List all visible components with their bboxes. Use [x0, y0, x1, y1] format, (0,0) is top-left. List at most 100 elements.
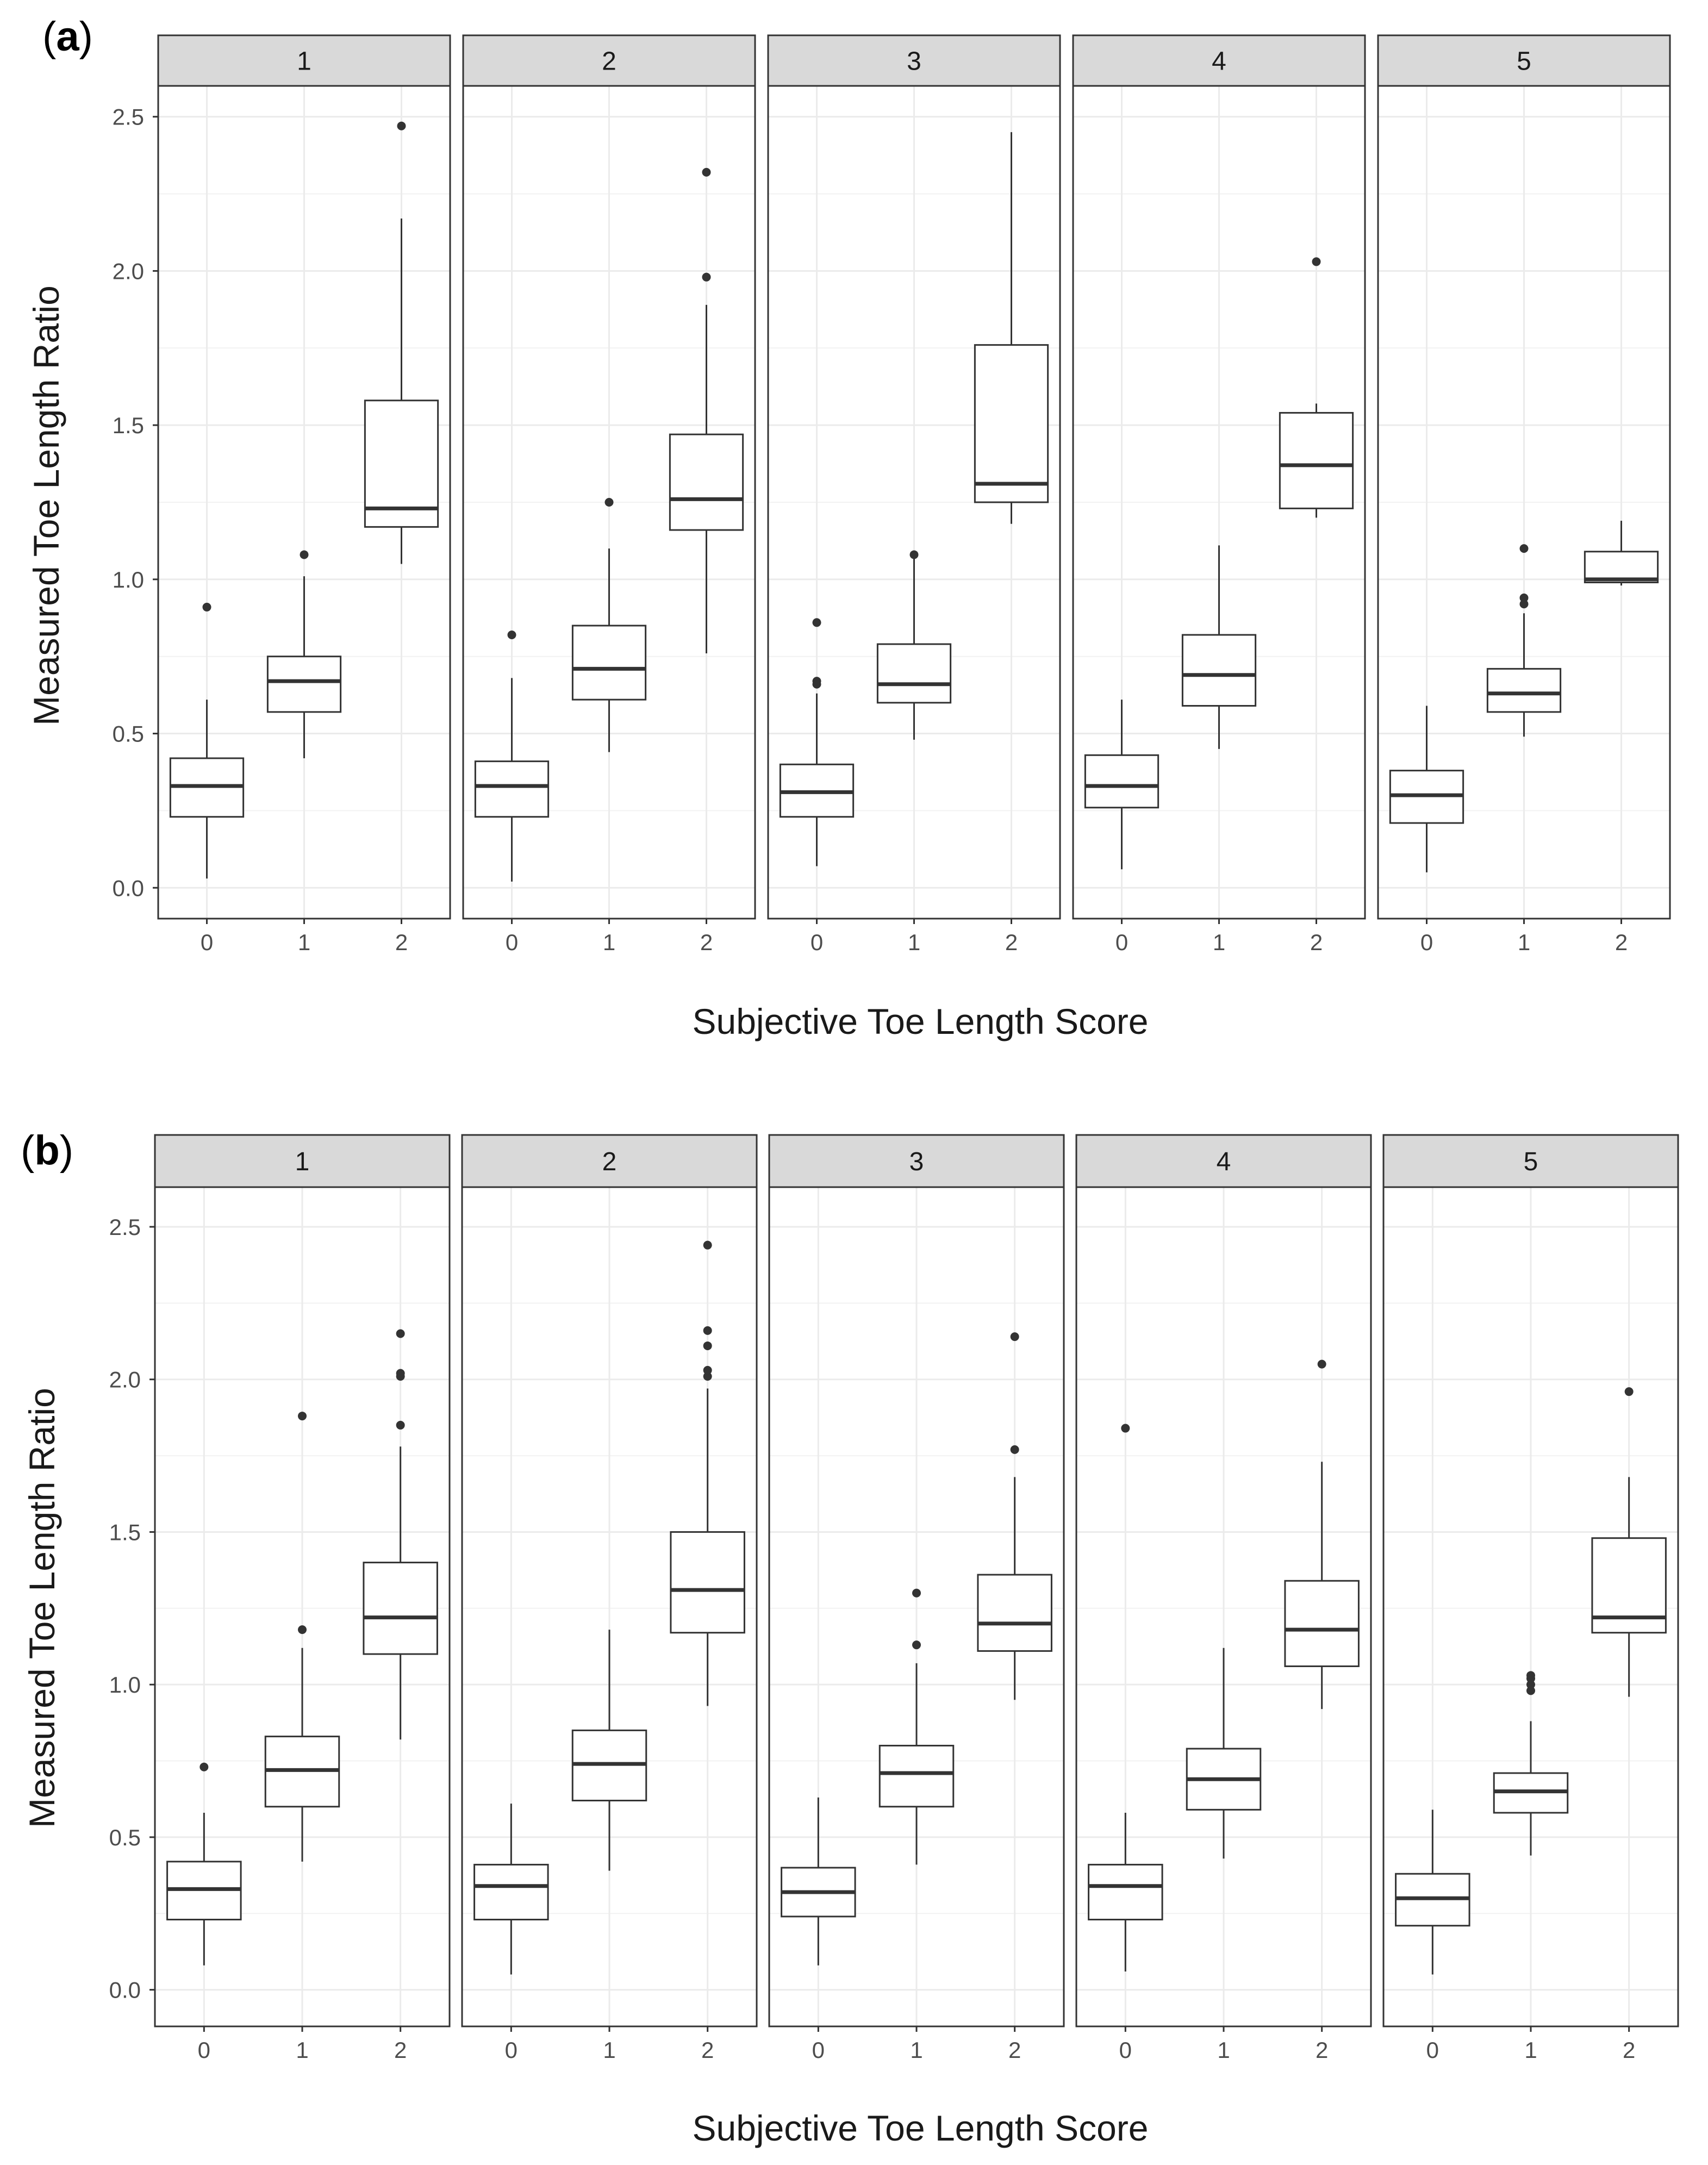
x-tick-label: 0	[812, 2037, 825, 2063]
box-1	[266, 550, 342, 758]
x-tick-label: 0	[198, 2037, 210, 2063]
y-tick-label: 1.5	[109, 1519, 141, 1545]
x-tick-label: 2	[1310, 929, 1323, 955]
x-tick-label: 2	[700, 929, 713, 955]
facet-strip-label: 4	[1212, 47, 1226, 76]
x-tick-label: 1	[910, 2037, 922, 2063]
box-iqr	[266, 656, 342, 713]
facet-panels-b: 10 1 220 1 230 1 240 1 250 1 20.00.51.01.52.02.5	[109, 1134, 1679, 2063]
box-2	[1591, 1387, 1667, 1697]
box-0	[474, 630, 550, 882]
x-tick-label: 2	[1623, 2037, 1635, 2063]
outlier-point	[703, 1341, 712, 1350]
box-iqr	[363, 1562, 438, 1655]
box-2	[363, 1329, 438, 1740]
facet-panel-2: 20 1 2	[462, 34, 756, 955]
facet-panel-5: 5 0 1 2	[1382, 1134, 1679, 2063]
box-2	[1279, 257, 1354, 518]
facet-strip	[154, 1134, 451, 1188]
outlier-point	[298, 1625, 307, 1634]
y-tick-label: 2.5	[113, 104, 144, 130]
box-0	[166, 1762, 242, 1966]
y-axis-title-a: Measured Toe Length Ratio	[26, 285, 66, 726]
box-iqr	[977, 1574, 1052, 1652]
box-0	[1395, 1810, 1470, 1975]
panel-label-a: (a)	[42, 14, 93, 60]
facet-strip	[157, 34, 451, 87]
facet-strip-label: 1	[297, 47, 311, 76]
outlier-point	[1010, 1445, 1019, 1454]
box-iqr	[974, 344, 1049, 503]
box-0	[1389, 706, 1464, 872]
box-2	[364, 121, 439, 564]
figure-a: (a) Measured Toe Length Ratio Subjective…	[26, 14, 1671, 1041]
box-iqr	[878, 1744, 955, 1808]
facet-panel-3: 3 0 1 2	[767, 34, 1061, 955]
facet-strip	[461, 1134, 758, 1188]
outlier-point	[702, 272, 711, 282]
box-1	[1486, 544, 1562, 737]
outlier-point	[1121, 1424, 1130, 1433]
outlier-point	[812, 677, 821, 686]
box-1	[1181, 545, 1257, 749]
facet-panel-1: 1 0 1 2	[157, 34, 451, 955]
x-tick-label: 1	[298, 929, 310, 955]
y-tick-label: 0.0	[113, 875, 144, 901]
outlier-point	[300, 550, 309, 559]
facet-panel-4: 4 0 1 2	[1075, 1134, 1372, 2063]
x-tick-label: 0	[506, 929, 518, 955]
outlier-point	[396, 1329, 405, 1338]
box-iqr	[1284, 1580, 1360, 1667]
x-tick-label: 2	[394, 2037, 407, 2063]
panel-label-b: (b)	[21, 1127, 73, 1174]
facet-panel-3: 3 0 1 2	[768, 1134, 1065, 2063]
x-tick-label: 0	[1420, 929, 1433, 955]
outlier-point	[703, 1365, 712, 1375]
box-0	[1084, 700, 1160, 870]
y-tick-label: 1.5	[113, 413, 144, 438]
y-tick-label: 2.5	[109, 1214, 141, 1240]
x-tick-label: 0	[1115, 929, 1128, 955]
outlier-point	[396, 1420, 405, 1430]
box-iqr	[670, 1531, 745, 1634]
outlier-point	[1010, 1332, 1019, 1342]
box-0	[169, 602, 245, 879]
outlier-point	[1519, 593, 1529, 602]
box-iqr	[1584, 551, 1659, 584]
outlier-point	[604, 498, 614, 507]
facet-strip	[1382, 1134, 1679, 1188]
x-tick-label: 2	[395, 929, 408, 955]
x-tick-label: 2	[1008, 2037, 1021, 2063]
figure-b: (b) Measured Toe Length Ratio Subjective…	[21, 1127, 1679, 2148]
box-iqr	[876, 643, 952, 704]
box-2	[977, 1332, 1052, 1700]
facet-strip-label: 3	[909, 1147, 924, 1176]
y-tick-label: 1.0	[113, 567, 144, 592]
y-tick-label: 1.0	[109, 1672, 141, 1698]
y-axis-title-b: Measured Toe Length Ratio	[22, 1388, 62, 1828]
box-2	[1284, 1359, 1360, 1709]
outlier-point	[1526, 1671, 1535, 1680]
box-iqr	[1486, 667, 1562, 713]
x-tick-label: 1	[296, 2037, 308, 2063]
facet-panel-4: 4 0 1 2	[1072, 34, 1366, 955]
outlier-point	[298, 1412, 307, 1421]
outlier-point	[912, 1640, 921, 1650]
facet-strip	[462, 34, 756, 87]
outlier-point	[202, 602, 211, 612]
facet-strip-label: 2	[602, 47, 616, 76]
outlier-point	[1312, 257, 1321, 266]
box-1	[571, 1630, 647, 1871]
box-iqr	[364, 400, 439, 528]
box-0	[781, 1797, 856, 1966]
facet-strip-label: 3	[907, 47, 921, 76]
facet-strip	[767, 34, 1061, 87]
x-tick-label: 1	[603, 929, 615, 955]
box-0	[779, 618, 855, 866]
y-tick-label: 2.0	[109, 1367, 141, 1393]
y-tick-label: 2.0	[113, 258, 144, 284]
x-tick-label: 1	[1518, 929, 1530, 955]
x-tick-label: 2	[1615, 929, 1628, 955]
outlier-point	[1526, 1686, 1535, 1695]
